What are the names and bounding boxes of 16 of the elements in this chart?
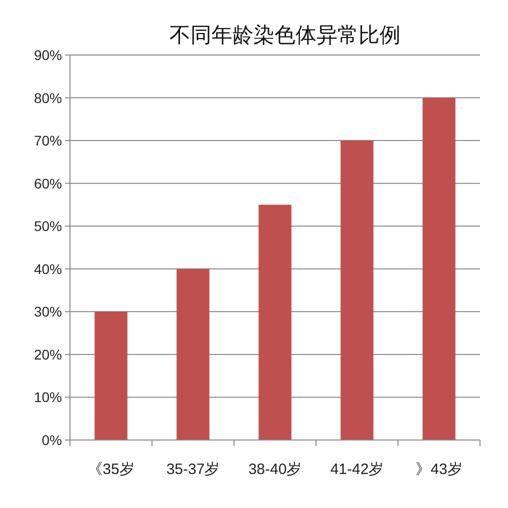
y-tick-label: 70% [34,132,62,149]
x-tick-label: 》43岁 [416,461,462,478]
x-tick-label: 35-37岁 [166,461,220,478]
y-tick-label: 0% [42,432,62,448]
y-tick-label: 60% [34,175,62,192]
y-tick-label: 50% [34,218,62,234]
x-tick-label: 41-42岁 [330,461,384,478]
y-tick-label: 80% [34,90,62,106]
x-tick-label: 38-40岁 [248,461,302,478]
y-tick-label: 30% [34,304,62,320]
y-tick-label: 20% [34,346,62,362]
y-tick-label: 40% [34,260,62,277]
chart-title: 不同年龄染色体异常比例 [170,23,400,47]
y-tick-label: 90% [34,47,62,63]
y-tick-label: 10% [34,389,62,406]
x-tick-label: 《35岁 [88,461,134,478]
